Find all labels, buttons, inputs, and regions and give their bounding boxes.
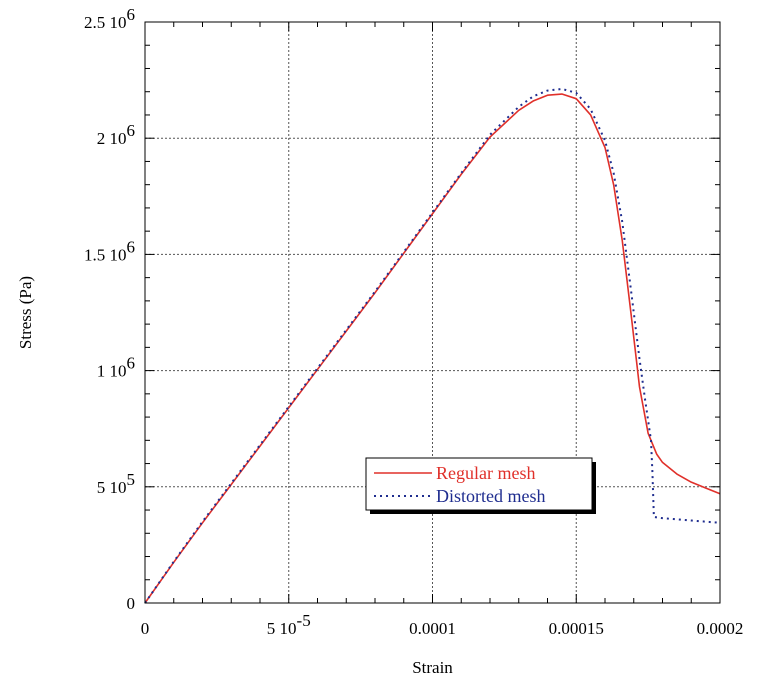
x-tick-label: 0.0002: [697, 619, 744, 638]
x-tick-label: 0.0001: [409, 619, 456, 638]
x-tick-label: 0.00015: [549, 619, 604, 638]
x-axis-title: Strain: [412, 658, 453, 677]
y-tick-label: 0: [127, 594, 136, 613]
series-line-regular-mesh: [144, 93, 721, 604]
legend-label-distorted-mesh: Distorted mesh: [436, 486, 546, 506]
y-tick-label: 2.5 106: [84, 5, 135, 32]
y-tick-label: 1.5 106: [84, 237, 135, 264]
x-tick-label: 0: [141, 619, 150, 638]
x-tick-labels: 0 5 10-5 0.0001 0.00015 0.0002: [141, 611, 744, 638]
series-lines: [144, 87, 721, 604]
y-axis-title: Stress (Pa): [16, 276, 35, 349]
x-tick-label: 5 10-5: [267, 611, 311, 638]
grid-lines: [145, 22, 720, 603]
legend-box: [365, 457, 593, 511]
legend-label-regular-mesh: Regular mesh: [436, 463, 535, 483]
legend: Regular mesh Distorted mesh: [365, 457, 596, 514]
y-tick-label: 1 106: [97, 354, 135, 381]
series-line-distorted-mesh: [144, 87, 721, 604]
y-tick-label: 5 105: [97, 470, 135, 497]
y-tick-label: 2 106: [97, 121, 135, 148]
y-tick-labels: 0 5 105 1 106 1.5 106 2 106 2.5 106: [84, 5, 135, 613]
axis-ticks: [144, 21, 721, 604]
